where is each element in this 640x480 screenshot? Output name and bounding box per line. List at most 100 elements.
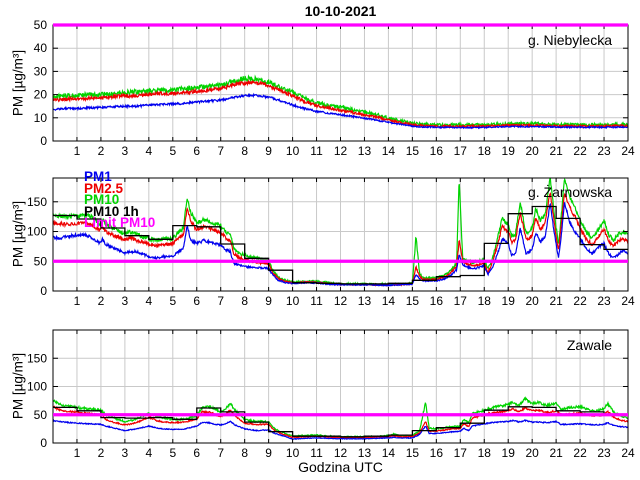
x-tick-label: 11 xyxy=(310,446,323,460)
y-tick-label: 100 xyxy=(27,380,47,394)
legend-item-pm10-1h: PM10 1h xyxy=(84,203,139,219)
x-tick-label: 5 xyxy=(169,144,176,158)
x-tick-label: 1 xyxy=(74,446,81,460)
x-tick-label: 23 xyxy=(597,144,611,158)
x-tick-label: 10 xyxy=(286,446,300,460)
x-tick-label: 17 xyxy=(454,294,468,308)
x-tick-label: 16 xyxy=(430,294,444,308)
x-tick-label: 15 xyxy=(406,446,420,460)
x-tick-label: 4 xyxy=(145,144,152,158)
x-tick-label: 12 xyxy=(334,294,348,308)
x-tick-label: 11 xyxy=(310,144,323,158)
x-tick-label: 13 xyxy=(358,446,372,460)
series-pm10-1h-step xyxy=(53,406,628,438)
station-label-zarnowska: g. Żarnowska xyxy=(527,184,612,200)
x-tick-label: 3 xyxy=(122,144,129,158)
x-tick-label: 3 xyxy=(122,446,129,460)
x-tick-label: 24 xyxy=(621,144,635,158)
x-tick-label: 7 xyxy=(217,144,224,158)
x-tick-label: 10 xyxy=(286,294,300,308)
x-tick-label: 24 xyxy=(621,294,635,308)
y-tick-label: 150 xyxy=(27,195,47,209)
x-tick-label: 6 xyxy=(193,446,200,460)
x-tick-label: 4 xyxy=(145,294,152,308)
x-tick-label: 16 xyxy=(430,446,444,460)
y-tick-label: 0 xyxy=(40,134,47,148)
chart-title: 10-10-2021 xyxy=(304,3,377,19)
y-axis-label-bottom: PM [µg/m³] xyxy=(10,352,26,420)
x-tick-label: 7 xyxy=(217,294,224,308)
legend: PM1 PM2.5 PM10 PM10 1h Limit PM10 xyxy=(84,169,156,230)
x-tick-label: 12 xyxy=(334,446,348,460)
x-tick-label: 18 xyxy=(478,446,492,460)
x-tick-label: 4 xyxy=(145,446,152,460)
x-tick-label: 20 xyxy=(525,144,539,158)
y-tick-label: 0 xyxy=(40,284,47,298)
x-tick-label: 17 xyxy=(454,446,468,460)
y-tick-label: 50 xyxy=(34,18,48,32)
y-tick-label: 150 xyxy=(27,351,47,365)
x-tick-label: 1 xyxy=(74,294,81,308)
x-tick-label: 19 xyxy=(502,446,516,460)
legend-item-pm25: PM2.5 xyxy=(84,180,124,196)
x-tick-label: 19 xyxy=(502,294,516,308)
series-pm10-1h-step xyxy=(53,205,628,285)
x-tick-label: 9 xyxy=(265,446,272,460)
x-tick-label: 15 xyxy=(406,144,420,158)
series-pm25 xyxy=(52,79,629,130)
y-tick-label: 30 xyxy=(34,64,48,78)
x-tick-label: 14 xyxy=(382,144,396,158)
series-pm1 xyxy=(52,92,629,130)
x-tick-label: 23 xyxy=(597,294,611,308)
x-tick-label: 5 xyxy=(169,446,176,460)
y-tick-label: 100 xyxy=(27,225,47,239)
x-tick-label: 3 xyxy=(122,294,129,308)
x-tick-label: 2 xyxy=(98,294,105,308)
x-tick-label: 16 xyxy=(430,144,444,158)
x-tick-label: 13 xyxy=(358,144,372,158)
x-tick-label: 21 xyxy=(549,446,563,460)
y-axis-label-top: PM [µg/m³] xyxy=(10,49,26,117)
legend-item-pm1: PM1 xyxy=(84,169,112,184)
x-tick-label: 11 xyxy=(310,294,323,308)
x-tick-label: 2 xyxy=(98,144,105,158)
x-tick-label: 5 xyxy=(169,294,176,308)
x-tick-label: 6 xyxy=(193,144,200,158)
x-tick-label: 22 xyxy=(573,294,587,308)
x-tick-label: 22 xyxy=(573,446,587,460)
y-axis-label-middle: PM [µg/m³] xyxy=(10,200,26,268)
x-tick-label: 2 xyxy=(98,446,105,460)
x-tick-label: 12 xyxy=(334,144,348,158)
x-tick-label: 23 xyxy=(597,446,611,460)
x-tick-label: 18 xyxy=(478,294,492,308)
x-tick-label: 13 xyxy=(358,294,372,308)
x-tick-label: 21 xyxy=(549,294,563,308)
x-tick-label: 6 xyxy=(193,294,200,308)
legend-item-pm10: PM10 xyxy=(84,192,120,207)
y-tick-label: 0 xyxy=(40,436,47,450)
x-tick-label: 7 xyxy=(217,446,224,460)
station-label-niebylecka: g. Niebylecka xyxy=(527,32,612,48)
x-tick-label: 1 xyxy=(74,144,81,158)
x-tick-label: 14 xyxy=(382,294,396,308)
x-tick-label: 14 xyxy=(382,446,396,460)
x-tick-label: 22 xyxy=(573,144,587,158)
y-tick-label: 10 xyxy=(34,111,48,125)
y-tick-label: 50 xyxy=(34,408,48,422)
legend-item-limit-pm10: Limit PM10 xyxy=(84,215,156,230)
series-pm1 xyxy=(52,202,629,287)
x-tick-label: 8 xyxy=(241,294,248,308)
x-tick-label: 15 xyxy=(406,294,420,308)
x-tick-label: 21 xyxy=(549,144,563,158)
station-label-zawale: Zawale xyxy=(566,337,612,353)
series-pm1 xyxy=(52,419,629,440)
x-tick-label: 20 xyxy=(525,446,539,460)
x-tick-label: 20 xyxy=(525,294,539,308)
x-tick-label: 9 xyxy=(265,144,272,158)
y-tick-label: 20 xyxy=(34,88,48,102)
x-tick-label: 8 xyxy=(241,446,248,460)
y-tick-label: 40 xyxy=(34,41,48,55)
y-tick-label: 50 xyxy=(34,254,48,268)
